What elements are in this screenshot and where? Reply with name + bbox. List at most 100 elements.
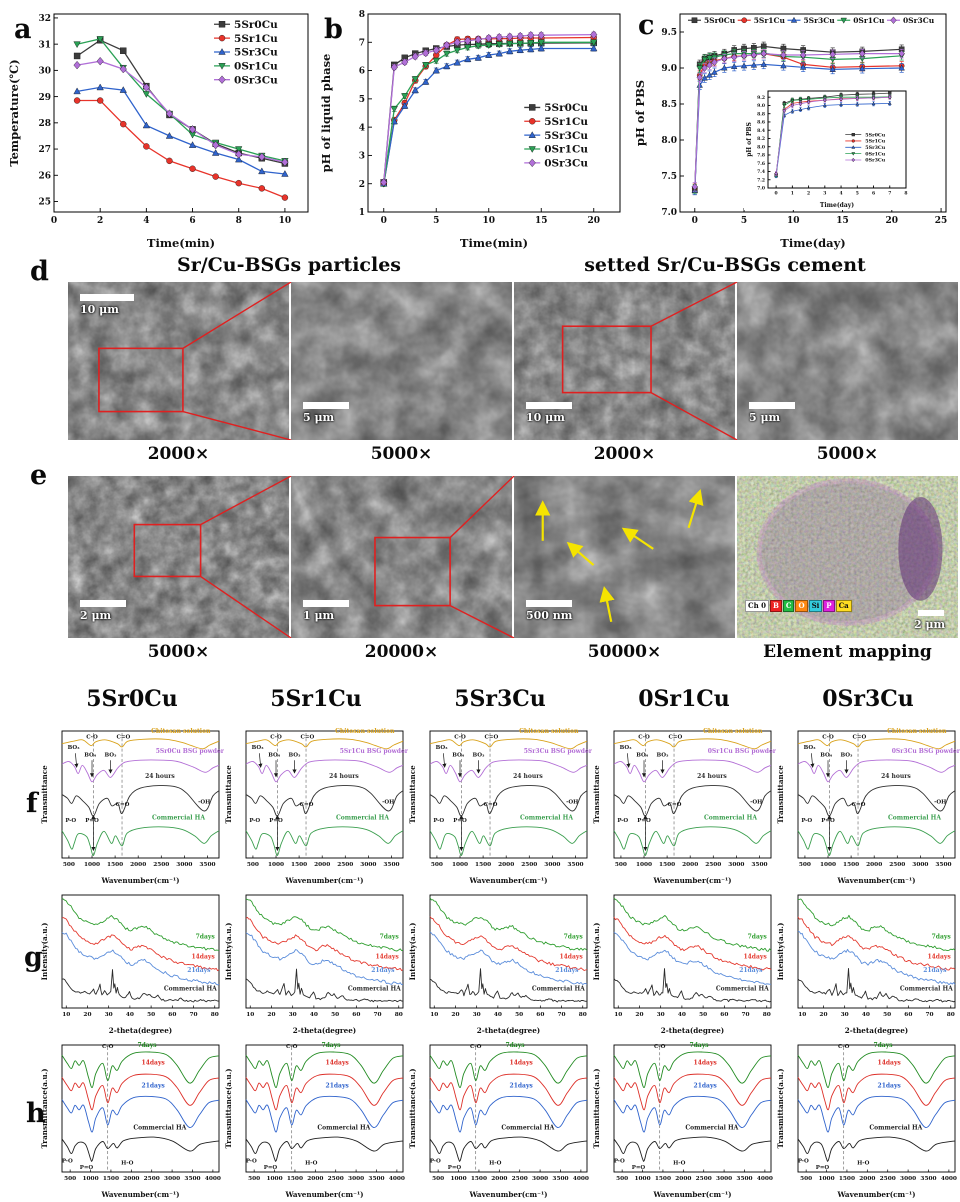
svg-text:2000: 2000 (123, 1176, 139, 1182)
spectra-chart-svg: 500 1000 1500 2000 2500 3000 3500 Wavenumber(cm… (592, 728, 776, 885)
svg-text:Commercial HA: Commercial HA (520, 814, 573, 821)
element-chip-C: C (782, 600, 795, 612)
scale-bar-label: 10 μm (526, 411, 565, 424)
svg-text:40: 40 (678, 1012, 686, 1018)
svg-text:14days: 14days (375, 953, 399, 960)
svg-text:Commercial HA: Commercial HA (133, 1124, 186, 1131)
spectra-row-xrd: 10 20 30 40 50 60 70 80 2-theta(degree) Intensity… (0, 890, 960, 1036)
svg-text:7days: 7days (380, 934, 400, 941)
svg-text:4000: 4000 (941, 1176, 957, 1182)
svg-text:BO₃: BO₃ (657, 752, 670, 758)
svg-text:3500: 3500 (935, 862, 951, 868)
svg-text:Transmittance: Transmittance (408, 765, 417, 824)
svg-text:P=O: P=O (821, 818, 835, 824)
svg-text:H-O: H-O (305, 1160, 317, 1166)
svg-text:29: 29 (38, 93, 51, 103)
magnification-caption: 2000× (147, 444, 210, 464)
svg-text:2000: 2000 (314, 862, 330, 868)
svg-text:Wavenumber(cm⁻¹): Wavenumber(cm⁻¹) (100, 1190, 179, 1199)
svg-text:8.0: 8.0 (661, 136, 677, 146)
svg-text:2500: 2500 (144, 1176, 160, 1182)
svg-text:3000: 3000 (348, 1176, 364, 1182)
magnification-caption: 20000× (364, 642, 439, 662)
svg-text:7.0: 7.0 (661, 208, 677, 218)
svg-text:9.0: 9.0 (661, 64, 677, 74)
svg-text:80: 80 (211, 1012, 219, 1018)
element-chip-P: P (823, 600, 835, 612)
svg-text:C-O: C-O (822, 735, 834, 741)
svg-text:2000: 2000 (866, 862, 882, 868)
svg-text:Wavenumber(cm⁻¹): Wavenumber(cm⁻¹) (836, 1190, 915, 1199)
svg-text:50: 50 (883, 1012, 891, 1018)
svg-text:70: 70 (190, 1012, 198, 1018)
svg-text:BO₄: BO₄ (636, 752, 649, 758)
row-h-col-5Sr0Cu: 500 1000 1500 2000 2500 3000 3500 4000 Wavenumbe… (40, 1040, 224, 1200)
chart-temperature-vs-time: 0 2 4 6 8 10 25 26 27 28 29 30 31 32 Time(min) Temperat… (6, 4, 316, 250)
svg-text:Commercial HA: Commercial HA (532, 985, 585, 992)
column-header-5Sr0Cu: 5Sr0Cu (86, 686, 178, 712)
svg-text:H-O: H-O (673, 1160, 685, 1166)
svg-text:14days: 14days (743, 953, 767, 960)
spectra-chart-svg: 500 1000 1500 2000 2500 3000 3500 4000 Wavenumbe… (40, 1042, 221, 1199)
element-chip-O: O (795, 600, 808, 612)
svg-text:60: 60 (352, 1012, 360, 1018)
svg-text:1500: 1500 (291, 862, 307, 868)
magnification-caption: 5000× (816, 444, 879, 464)
svg-text:30: 30 (38, 67, 51, 77)
svg-text:30: 30 (473, 1012, 481, 1018)
scale-bar (303, 402, 349, 409)
svg-text:BO₃: BO₃ (105, 752, 118, 758)
svg-text:3: 3 (823, 191, 826, 197)
svg-text:Chitosan solution: Chitosan solution (703, 728, 763, 735)
svg-text:10: 10 (279, 216, 292, 226)
svg-text:C-O: C-O (270, 735, 282, 741)
svg-text:P=O: P=O (264, 1165, 278, 1171)
svg-text:500: 500 (800, 1176, 812, 1182)
svg-text:7days: 7days (689, 1042, 709, 1049)
svg-text:14days: 14days (878, 1060, 902, 1067)
svg-text:Commercial HA: Commercial HA (704, 814, 757, 821)
svg-text:0Sr3Cu BSG powder: 0Sr3Cu BSG powder (892, 748, 960, 755)
panel-label-e: e (30, 460, 48, 491)
svg-text:3000: 3000 (360, 862, 376, 868)
svg-text:1000: 1000 (450, 1176, 466, 1182)
svg-text:C-O: C-O (102, 1044, 114, 1050)
svg-text:5Sr1Cu: 5Sr1Cu (544, 116, 588, 128)
svg-text:3000: 3000 (532, 1176, 548, 1182)
svg-text:80: 80 (763, 1012, 771, 1018)
svg-text:1000: 1000 (820, 862, 836, 868)
svg-text:8: 8 (236, 216, 242, 226)
svg-text:50: 50 (331, 1012, 339, 1018)
sem-e-row-sem-image-1: 1 μm (291, 476, 512, 638)
element-chip-Ca: Ca (835, 600, 852, 612)
scale-bar-label: 2 μm (914, 618, 946, 631)
row-h-col-0Sr3Cu: 500 1000 1500 2000 2500 3000 3500 4000 Wavenumbe… (776, 1040, 960, 1200)
sem-row-e: 2 μm 1 μm 500 nm Ch 0 B C O Si P Ca 2 μm (0, 476, 960, 638)
svg-text:1000: 1000 (636, 862, 652, 868)
svg-text:BO₃: BO₃ (289, 752, 302, 758)
svg-text:4000: 4000 (205, 1176, 221, 1182)
row-f-col-5Sr3Cu: 500 1000 1500 2000 2500 3000 3500 Wavenumber(cm… (408, 726, 592, 886)
svg-text:P-O: P-O (798, 1158, 809, 1164)
svg-text:80: 80 (395, 1012, 403, 1018)
svg-text:3500: 3500 (199, 862, 215, 868)
svg-text:5Sr1Cu: 5Sr1Cu (865, 139, 885, 145)
svg-text:-OH: -OH (198, 799, 210, 805)
svg-text:70: 70 (742, 1012, 750, 1018)
svg-text:Commercial HA: Commercial HA (888, 814, 941, 821)
svg-text:Wavenumber(cm⁻¹): Wavenumber(cm⁻¹) (100, 876, 179, 885)
svg-text:C=O: C=O (117, 735, 131, 741)
svg-text:C-O: C-O (86, 735, 98, 741)
svg-text:8.0: 8.0 (757, 144, 765, 150)
svg-text:C=O: C=O (852, 802, 866, 808)
svg-text:4000: 4000 (757, 1176, 773, 1182)
scale-bar (303, 600, 349, 607)
svg-text:7days: 7days (505, 1042, 525, 1049)
svg-text:C=O: C=O (853, 735, 867, 741)
svg-text:0Sr1Cu: 0Sr1Cu (234, 61, 278, 73)
svg-text:4: 4 (143, 216, 149, 226)
svg-text:70: 70 (926, 1012, 934, 1018)
svg-text:8.8: 8.8 (757, 111, 765, 117)
svg-text:7.8: 7.8 (757, 153, 765, 159)
svg-text:9.5: 9.5 (661, 28, 677, 38)
